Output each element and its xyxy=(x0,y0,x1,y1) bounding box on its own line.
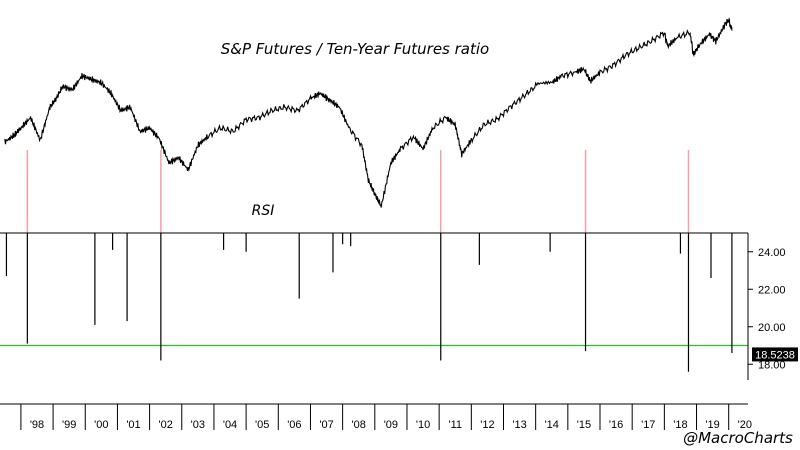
x-tick-label: '14 xyxy=(545,419,559,431)
x-tick-label: '09 xyxy=(384,419,398,431)
x-tick-label: '01 xyxy=(126,419,140,431)
x-tick-label: '20 xyxy=(738,419,752,431)
x-axis-ticks: '98 '99 '00 '01 '02 '03 '04 '05 '06 '07 '08 '09 '10 '… xyxy=(20,404,752,431)
x-tick-label: '04 xyxy=(223,419,237,431)
x-tick-label: '11 xyxy=(448,419,462,431)
rsi-tick-label: 18.00 xyxy=(758,359,786,371)
x-tick-label: '17 xyxy=(641,419,655,431)
x-tick-label: '07 xyxy=(319,419,333,431)
rsi-tick-label: 22.00 xyxy=(758,284,786,296)
x-tick-label: '10 xyxy=(416,419,430,431)
rsi-tick-label: 20.00 xyxy=(758,322,786,334)
x-tick-label: '00 xyxy=(94,419,108,431)
x-tick-label: '02 xyxy=(159,419,173,431)
x-tick-label: '05 xyxy=(255,419,269,431)
x-tick-label: '98 xyxy=(30,419,44,431)
chart-title: S&P Futures / Ten-Year Futures ratio xyxy=(221,40,489,58)
x-tick-label: '03 xyxy=(191,419,205,431)
x-tick-label: '06 xyxy=(287,419,301,431)
x-tick-label: '12 xyxy=(480,419,494,431)
watermark: @MacroCharts xyxy=(683,429,793,447)
last-value-label: 18.5238 xyxy=(755,349,795,361)
rsi-tick-label: 24.00 xyxy=(758,247,786,259)
x-tick-label: '15 xyxy=(577,419,591,431)
x-tick-label: '99 xyxy=(62,419,76,431)
x-tick-label: '13 xyxy=(512,419,526,431)
rsi-y-ticks: 18.00 20.00 22.00 24.00 xyxy=(748,247,786,371)
x-tick-label: '08 xyxy=(352,419,366,431)
signal-lines xyxy=(26,150,690,233)
rsi-label: RSI xyxy=(252,203,275,219)
x-tick-label: '16 xyxy=(609,419,623,431)
rsi-bars xyxy=(5,233,733,372)
last-value-badge-box xyxy=(752,347,798,362)
last-value-badge: 18.5238 xyxy=(752,347,798,362)
ratio-series-line xyxy=(4,17,733,208)
x-tick-label: '18 xyxy=(673,419,687,431)
x-tick-label: '19 xyxy=(705,419,719,431)
